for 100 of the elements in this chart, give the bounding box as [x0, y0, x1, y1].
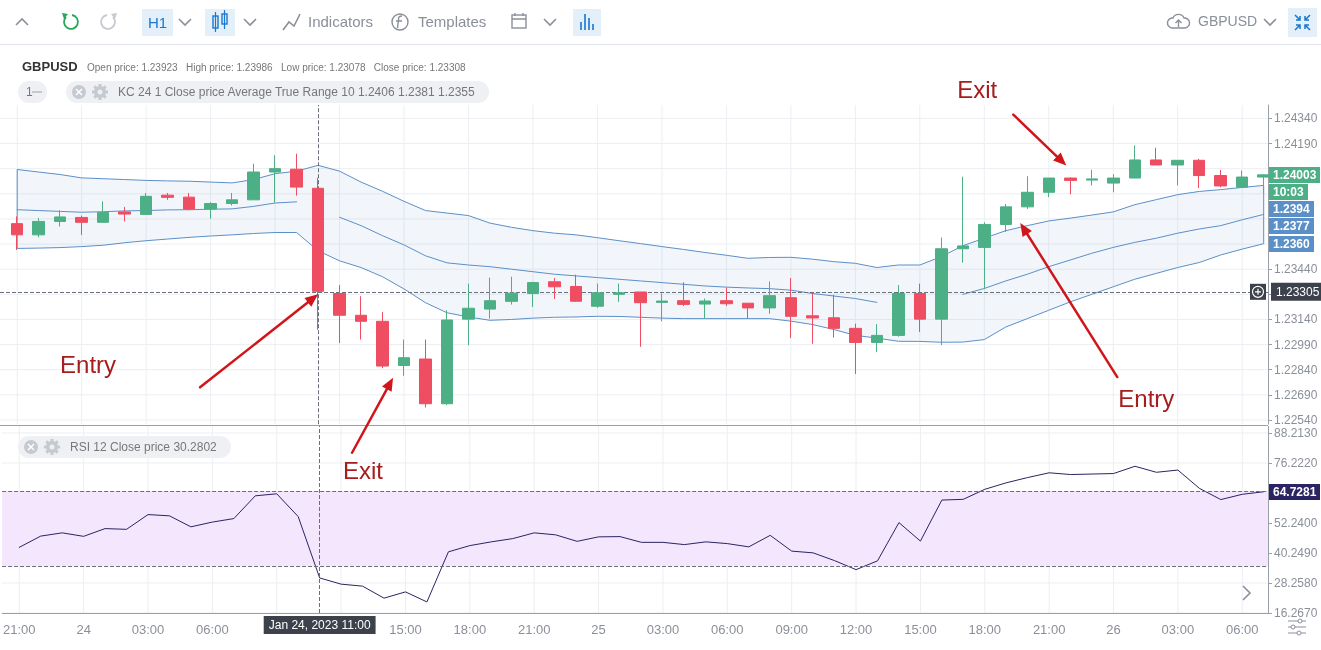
y-tick-label: 52.2400 — [1274, 515, 1318, 530]
chart-title: GBPUSD — [22, 59, 78, 74]
candlestick — [634, 291, 647, 348]
candlestick — [183, 192, 195, 211]
y-tick-label: 88.2130 — [1274, 425, 1318, 440]
candlestick — [11, 215, 23, 251]
candlestick — [204, 201, 217, 220]
y-tick-label: 1.24340 — [1274, 111, 1318, 126]
candlestick — [333, 284, 346, 344]
x-tick-label: 06:00 — [1225, 622, 1259, 637]
candlestick — [656, 293, 668, 322]
candlestick — [484, 277, 496, 320]
x-tick-label: 18:00 — [453, 622, 487, 637]
y-tick-label: 16.2670 — [1274, 606, 1318, 620]
candlestick — [806, 292, 819, 345]
text: H1 — [142, 9, 174, 36]
candlestick — [505, 276, 518, 306]
y-tick-label: 40.2490 — [1274, 545, 1318, 560]
candlestick — [226, 192, 238, 207]
candlestick — [957, 176, 969, 264]
y-tick-label: 1.22540 — [1274, 413, 1318, 427]
x-tick-label: 21:00 — [1032, 622, 1066, 637]
y-tick-label: 1.22990 — [1274, 337, 1318, 352]
candlestick — [1086, 169, 1098, 186]
y-tick-label: 1.22690 — [1274, 387, 1318, 402]
candlestick — [828, 294, 840, 339]
candlestick — [1236, 170, 1248, 188]
candlestick — [699, 298, 711, 320]
text: 64.7281 — [1269, 483, 1321, 500]
x-tick-label: 15:00 — [904, 622, 937, 637]
candlestick — [935, 237, 948, 346]
x-tick-label: 15:00 — [389, 622, 422, 637]
candlestick — [785, 277, 797, 339]
candlestick — [161, 192, 174, 201]
text: 1.2377 — [1269, 217, 1314, 234]
candlestick — [247, 163, 260, 201]
candlestick — [1064, 177, 1077, 195]
candlestick — [871, 323, 883, 353]
text: Exit — [957, 75, 998, 104]
candlestick — [720, 287, 733, 307]
y-tick-label: 1.22840 — [1274, 362, 1318, 377]
candlestick — [1000, 203, 1012, 233]
y-tick-label: 76.2220 — [1274, 455, 1318, 470]
x-tick-label: 24 — [76, 622, 91, 637]
candlestick — [419, 339, 432, 408]
candlestick — [1129, 144, 1141, 179]
candlestick — [97, 200, 109, 223]
candlestick — [1107, 173, 1120, 193]
candlestick — [742, 302, 754, 320]
candlestick — [290, 153, 303, 197]
x-tick-label: 18:00 — [968, 622, 1002, 637]
y-tick-label: 1.24190 — [1274, 136, 1318, 151]
annotation: Exit — [343, 456, 384, 485]
x-tick-label: 21:00 — [517, 622, 551, 637]
candlestick — [1171, 159, 1184, 186]
candlestick — [570, 274, 582, 303]
candlestick — [1214, 169, 1227, 188]
text: GBPUSD — [1198, 13, 1258, 29]
y-tick-label: 1.23140 — [1274, 312, 1318, 327]
chart-subtitle: Open price: 1.23923 High price: 1.23986 Low price: 1.23078 Close price: 1.23308 — [87, 62, 466, 73]
candlestick — [763, 280, 776, 315]
candlestick — [849, 323, 862, 375]
candlestick — [75, 215, 88, 236]
x-tick-label: 03:00 — [131, 622, 165, 637]
candlestick — [32, 217, 45, 238]
y-tick-label: 1.23440 — [1274, 262, 1318, 277]
text: Templates — [418, 13, 487, 30]
candlestick — [376, 311, 389, 369]
text: 1.2394 — [1269, 200, 1314, 217]
candlestick — [1043, 177, 1055, 198]
candlestick — [398, 339, 410, 377]
x-tick-label: 03:00 — [1161, 622, 1195, 637]
candlestick — [548, 277, 561, 300]
candlestick — [355, 295, 367, 341]
ref-line-label: 1.23305 — [1276, 284, 1320, 299]
candlestick — [462, 283, 475, 346]
candlestick — [892, 284, 905, 338]
candlestick — [527, 281, 539, 308]
candlestick — [441, 309, 453, 406]
candlestick — [140, 192, 152, 215]
x-tick-label: 26 — [1106, 622, 1121, 637]
annotation: Entry — [60, 351, 117, 380]
candlestick — [1193, 158, 1205, 189]
x-tick-label: 21:00 — [2, 622, 36, 637]
x-tick-label: 09:00 — [775, 622, 808, 637]
x-tick-label: 03:00 — [646, 622, 680, 637]
candlestick — [54, 209, 66, 227]
text: 10:03 — [1269, 183, 1308, 200]
candlestick — [978, 221, 991, 290]
candlestick — [613, 283, 625, 303]
candlestick — [118, 206, 131, 222]
text: 1.24003 — [1269, 166, 1321, 183]
text: 1.2360 — [1269, 235, 1314, 252]
text: Indicators — [308, 13, 374, 30]
candlestick — [677, 281, 690, 307]
x-tick-label: 06:00 — [196, 622, 229, 637]
candlestick — [1150, 147, 1162, 166]
ref-line-label: Jan 24, 2023 11:00 — [268, 618, 371, 632]
candlestick — [914, 283, 926, 333]
x-tick-label: 12:00 — [839, 622, 873, 637]
